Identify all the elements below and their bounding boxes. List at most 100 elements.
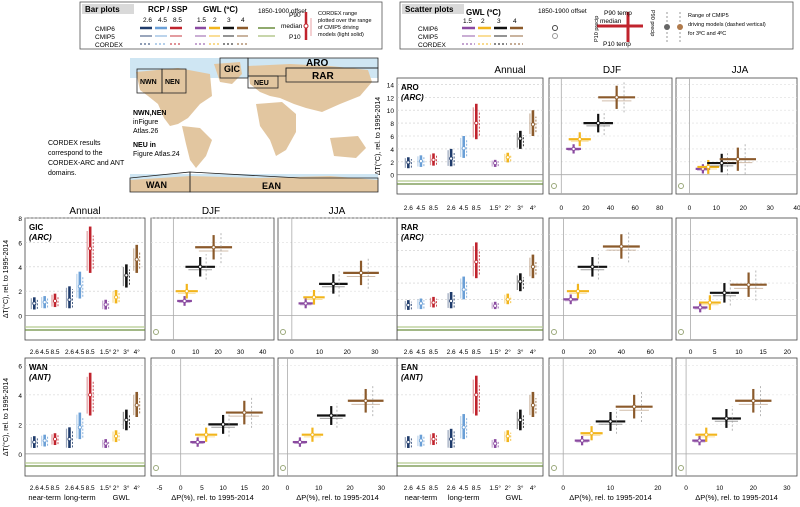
x-tick-label: 5 <box>713 349 717 356</box>
p10-label: P10 <box>289 34 301 41</box>
column-title-djf: DJF <box>202 206 220 217</box>
offset-marker <box>280 329 286 335</box>
cmip5-note-1: Range of CMIP5 <box>688 13 729 19</box>
neu-box <box>247 75 279 89</box>
panel-frame <box>277 217 398 341</box>
scatter-median <box>242 410 247 415</box>
cordex-note-line-1: CORDEX results <box>48 140 101 147</box>
scatter-gwl-2-label: 2 <box>481 18 485 25</box>
antarctica-land <box>130 176 378 192</box>
x-tick-label: 60 <box>647 349 655 356</box>
cmip5-row-label: CMIP5 <box>95 34 115 41</box>
bar-median <box>406 303 411 308</box>
bar-median <box>134 403 139 408</box>
scatter-median <box>589 431 594 436</box>
bar-tick-label: 4.5 <box>459 205 468 212</box>
africa-land <box>256 102 296 156</box>
x-tick-label: 80 <box>656 205 664 212</box>
x-tick-label: 20 <box>654 485 662 492</box>
column-title-djf: DJF <box>603 65 621 76</box>
y-tick-label: 0 <box>390 173 394 180</box>
bar-median <box>53 437 58 442</box>
bar-median <box>67 297 72 302</box>
x-tick-label: 40 <box>793 205 800 212</box>
x-tick-label: 40 <box>607 205 615 212</box>
bar-median <box>418 438 423 443</box>
offset-marker-cmip5 <box>552 33 558 39</box>
panel-frame <box>24 357 146 477</box>
south-america-land <box>182 126 212 168</box>
region-label: GIC <box>29 223 43 232</box>
scatter-median <box>619 244 624 249</box>
bar-median <box>493 161 498 166</box>
scatter-panel-aro-jja: 0 10 20 30 40 <box>675 77 800 212</box>
x-axis-label: ΔP(%), rel. to 1995-2014 <box>171 493 254 502</box>
y-tick-label: 2 <box>18 422 22 429</box>
bar-panel-ean: 0246EAN(ANT)2.64.58.52.64.58.51.5°2°3°4°… <box>374 357 544 502</box>
bar-median <box>493 441 498 446</box>
bar-tick-label: 2° <box>113 484 120 492</box>
bar-tick-label: 4.5 <box>40 349 49 356</box>
bar-median <box>518 279 523 284</box>
offset-marker-cmip6 <box>552 25 558 31</box>
rcp-85-label: 8.5 <box>173 17 182 24</box>
x-tick-label: 20 <box>589 349 597 356</box>
x-axis-label: ΔP(%), rel. to 1995-2014 <box>695 493 778 502</box>
panel-frame <box>675 357 798 477</box>
bar-tick-label: 2.6 <box>30 485 39 492</box>
bar-tick-label: 8.5 <box>50 485 59 492</box>
bar-tick-label: 2° <box>113 348 120 356</box>
world-map: ARO RAR GIC NWN NEN NEU WAN EAN NWN,NEN … <box>129 57 379 199</box>
x-tick-label: 0 <box>689 349 693 356</box>
bar-median <box>505 297 510 302</box>
offset-marker <box>551 465 557 471</box>
y-tick-label: 14 <box>387 82 395 89</box>
bar-legend-marker <box>303 12 312 40</box>
bar-tick-label: 4.5 <box>75 485 84 492</box>
bar-median <box>518 417 523 422</box>
scatter-median <box>590 264 595 269</box>
x-tick-label: 60 <box>631 205 639 212</box>
bar-median <box>518 136 523 141</box>
scatter-legend-marker <box>597 12 643 42</box>
bar-median <box>32 440 37 445</box>
scatter-median <box>707 300 712 305</box>
scatter-legend-title: Scatter plots <box>405 5 454 14</box>
scatter-median <box>198 264 203 269</box>
bar-median <box>103 441 108 446</box>
scatter-median <box>204 432 209 437</box>
x-tick-label: 10 <box>219 485 227 492</box>
map-label-aro: ARO <box>306 58 328 69</box>
scatter-median <box>698 305 703 310</box>
y-axis-label: ΔT(°C), rel. to 1995-2014 <box>2 240 10 318</box>
bar-tick-label: 4.5 <box>416 485 425 492</box>
cordex-note-line-2: correspond to the <box>48 150 103 157</box>
bar-tick-label: 4° <box>530 348 537 356</box>
region-subtitle: (ANT) <box>401 373 423 382</box>
scatter-median <box>363 398 368 403</box>
scatter-median <box>310 432 315 437</box>
panel-frame <box>548 217 673 341</box>
scatter-median <box>221 422 226 427</box>
cordex-note-2: plotted over the range <box>318 18 372 24</box>
scatter-median <box>568 297 573 302</box>
rcp-26-label: 2.6 <box>143 17 152 24</box>
bar-median <box>114 295 119 300</box>
scatter-panel-gic-jja: 0 10 20 30 <box>277 217 398 356</box>
bar-tick-label: 8.5 <box>429 205 438 212</box>
scatter-median <box>575 289 580 294</box>
offset-marker <box>280 465 286 471</box>
y-tick-label: 0 <box>18 452 22 459</box>
scatter-median <box>697 438 702 443</box>
scatter-median <box>297 440 302 445</box>
map-label-neu: NEU <box>254 80 269 87</box>
cordex-note-1: CORDEX range <box>318 11 357 17</box>
bar-tick-label: 2° <box>505 484 512 492</box>
x-tick-label: 20 <box>214 349 222 356</box>
bar-median <box>431 300 436 305</box>
y-tick-label: 6 <box>390 134 394 141</box>
scatter-median <box>632 404 637 409</box>
cordex-note-4: models (light solid) <box>318 32 364 38</box>
